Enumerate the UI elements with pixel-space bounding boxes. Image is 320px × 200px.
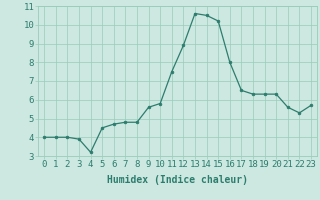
X-axis label: Humidex (Indice chaleur): Humidex (Indice chaleur) [107,175,248,185]
